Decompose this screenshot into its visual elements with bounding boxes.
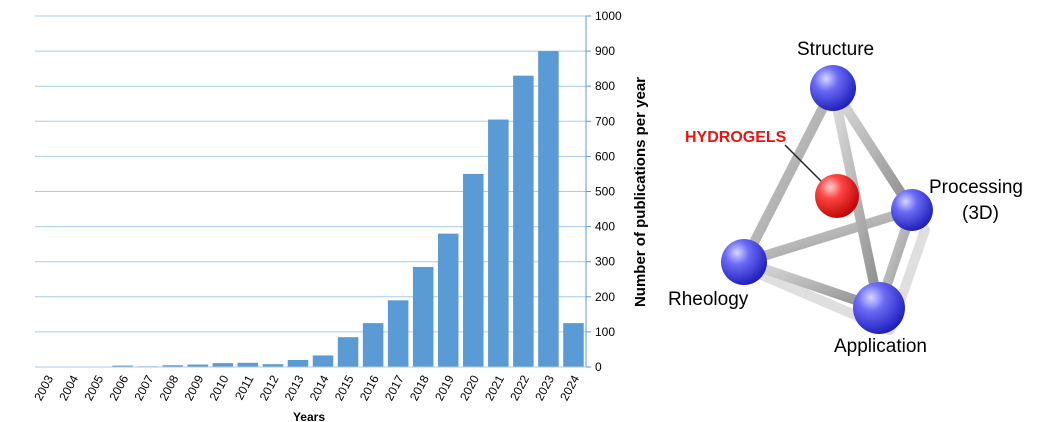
x-tick-label: 2022	[507, 373, 532, 403]
x-axis-title: Years	[293, 410, 325, 422]
bar-2020	[463, 173, 484, 367]
x-tick-label: 2019	[432, 373, 457, 403]
bar-2021	[488, 119, 509, 367]
y-tick-label: 100	[595, 325, 615, 339]
x-tick-label: 2009	[182, 373, 207, 403]
x-tick-label: 2017	[382, 373, 407, 403]
hydrogel-tetrahedron-diagram: HYDROGELS Structure Processing (3D) Rheo…	[668, 39, 1023, 357]
x-tick-labels: 2003 2004 2005 2006 2007 2008 2009 2010 2011 2012…	[31, 373, 582, 403]
rod-structure-rheology	[739, 83, 838, 267]
y-axis	[35, 15, 591, 368]
hydrogel-center-node	[815, 174, 859, 218]
bar-2006	[112, 365, 133, 367]
y-tick-label: 400	[595, 220, 615, 234]
x-tick-label: 2016	[357, 373, 382, 403]
y-tick-label: 300	[595, 255, 615, 269]
x-tick-label: 2005	[81, 373, 106, 403]
x-tick-label: 2014	[307, 373, 332, 403]
bar-2012	[262, 364, 284, 367]
hydrogels-pointer-line	[784, 144, 827, 187]
structure-node	[810, 65, 856, 111]
x-tick-label: 2021	[482, 373, 507, 403]
bar-2024	[563, 323, 584, 367]
x-tick-label: 2015	[332, 373, 357, 403]
processing-node	[891, 189, 933, 231]
x-tick-label: 2004	[56, 373, 81, 403]
x-tick-label: 2013	[282, 373, 307, 403]
application-label: Application	[834, 336, 927, 357]
bar-2011	[237, 362, 259, 367]
x-tick-label: 2006	[106, 373, 131, 403]
processing-label: Processing	[929, 177, 1023, 198]
processing-3d-label: (3D)	[962, 203, 999, 224]
rheology-label: Rheology	[668, 289, 749, 310]
rod-rheology-processing	[739, 205, 917, 267]
y-tick-label: 800	[595, 79, 615, 93]
bar-2022	[513, 75, 534, 368]
x-tick-label: 2003	[31, 373, 56, 403]
bar-2015	[337, 337, 359, 367]
x-tick-label: 2008	[157, 373, 182, 403]
y-tick-label: 500	[595, 185, 615, 199]
y-axis-title: Number of publications per year	[632, 77, 649, 307]
structure-label: Structure	[797, 39, 874, 60]
x-tick-label: 2011	[232, 373, 257, 403]
x-tick-label: 2020	[457, 373, 482, 403]
bar-2019	[437, 233, 459, 367]
y-tick-label: 900	[595, 44, 615, 58]
y-tick-label: 200	[595, 290, 615, 304]
y-tick-label: 700	[595, 114, 615, 128]
bar-2010	[212, 363, 234, 367]
bar-2013	[287, 359, 309, 367]
x-tick-label: 2023	[532, 373, 557, 403]
bar-2017	[387, 300, 409, 367]
rheology-node	[721, 239, 767, 285]
rod-structure-processing	[828, 83, 917, 215]
x-tick-label: 2018	[407, 373, 432, 403]
bar-2014	[312, 355, 334, 367]
bar-2018	[412, 266, 434, 367]
y-tick-label: 600	[595, 149, 615, 163]
hydrogels-label: HYDROGELS	[685, 129, 787, 146]
x-tick-label: 2010	[207, 373, 232, 403]
bar-2023	[538, 51, 559, 367]
y-tick-labels: 0 100 200 300 400 500 600 700 800 900 1000	[595, 9, 622, 374]
y-tick-label: 1000	[595, 9, 622, 23]
x-tick-label: 2012	[257, 373, 282, 403]
bar-2008	[162, 365, 184, 367]
bar-2009	[187, 364, 209, 367]
x-tick-label: 2007	[131, 373, 156, 403]
x-tick-label: 2024	[557, 373, 582, 403]
gridlines	[35, 15, 586, 333]
bar-2016	[362, 323, 384, 367]
application-node	[853, 282, 905, 334]
y-tick-label: 0	[595, 360, 602, 374]
bars	[37, 51, 584, 368]
